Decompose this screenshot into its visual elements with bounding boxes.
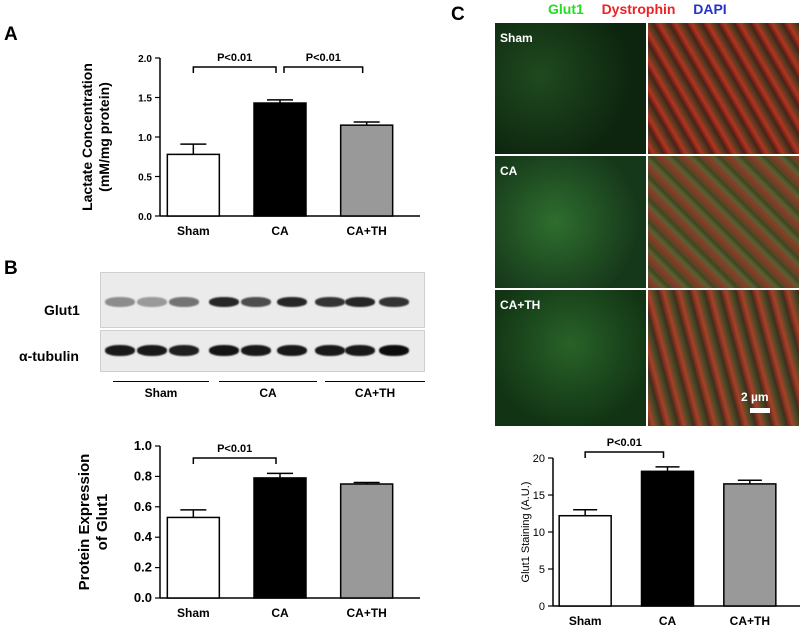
bar: [166, 516, 221, 599]
lane-group-label-sham: Sham: [144, 386, 178, 400]
y-tick-label: 0.0: [138, 212, 152, 223]
tubulin-band: [105, 345, 135, 356]
lane-group-line-ca: [219, 381, 317, 382]
glut1-band: [379, 297, 409, 307]
x-tick-label: CA: [271, 224, 289, 238]
x-tick-label: Sham: [177, 224, 210, 238]
x-tick-label: Sham: [177, 606, 210, 620]
x-tick-label: CA: [271, 606, 289, 620]
micrograph-row-label-sham: Sham: [500, 31, 533, 45]
x-tick-label: Sham: [569, 614, 602, 627]
western-blot: Glut1 α-tubulin Sham CA CA+TH: [0, 268, 440, 408]
bar: [253, 477, 307, 599]
micrograph-cath-glut1: [494, 289, 647, 427]
glut1-protein-bar-chart: 0.0 0.2 0.4 0.6 0.8 1.0 Protein Expression of G…: [76, 438, 420, 620]
lactate-bar-chart: 0.0 0.5 1.0 1.5 2.0 Lactate Concentration (mM/…: [79, 52, 420, 238]
lane-group-label-ca: CA: [259, 386, 277, 400]
y-tick-label: 0.0: [134, 590, 152, 605]
x-tick-label: CA+TH: [730, 614, 770, 627]
glut1-band: [169, 297, 199, 307]
bar: [339, 124, 394, 217]
y-axis-label: Glut1 Staining (A.U.): [520, 482, 532, 583]
significance-bracket: [192, 457, 277, 464]
glut1-band: [137, 297, 167, 307]
tubulin-band: [241, 345, 271, 356]
bar: [640, 470, 695, 607]
panel-letter-c: C: [451, 4, 465, 25]
lane-group-label-cath: CA+TH: [354, 386, 396, 400]
glut1-band: [315, 297, 345, 307]
significance-label: P<0.01: [306, 52, 341, 64]
tubulin-band: [315, 345, 345, 356]
micrograph-ca-merge: [647, 155, 800, 289]
micrograph-row-label-cath: CA+TH: [500, 298, 541, 312]
significance-bracket: [283, 66, 364, 73]
significance-bracket: [584, 451, 665, 458]
bar: [723, 483, 777, 607]
y-tick-label: 0.4: [134, 529, 153, 544]
y-tick-label: 5: [539, 564, 545, 576]
y-tick-label: 0.8: [134, 468, 152, 483]
lane-group-line-sham: [113, 381, 209, 382]
x-tick-label: CA: [659, 614, 677, 627]
micrograph-ca-glut1: [494, 155, 647, 289]
tubulin-band: [277, 345, 307, 356]
blot-label-glut1: Glut1: [44, 302, 80, 318]
significance-bracket: [192, 66, 277, 73]
bar: [339, 483, 394, 599]
bar: [253, 102, 307, 217]
glut1-band: [241, 297, 271, 307]
y-tick-label: 0.2: [134, 560, 152, 575]
micrograph-legend: Glut1 Dystrophin DAPI: [548, 1, 727, 19]
glut1-band: [209, 297, 239, 307]
y-tick-label: 1.5: [138, 94, 152, 105]
tubulin-band: [209, 345, 239, 356]
micrograph-sham-merge: [647, 22, 800, 155]
significance-label: P<0.01: [217, 443, 252, 455]
y-tick-label: 2.0: [138, 54, 152, 65]
blot-label-tubulin: α-tubulin: [19, 348, 79, 364]
bar: [166, 153, 221, 217]
scale-bar: [750, 408, 770, 413]
y-tick-label: 20: [533, 453, 545, 465]
micrograph-row-label-ca: CA: [500, 164, 518, 178]
glut1-band: [105, 297, 135, 307]
y-axis-label: of Glut1: [94, 494, 111, 551]
y-tick-label: 1.0: [134, 438, 152, 453]
y-tick-label: 10: [533, 527, 545, 539]
panel-letter-b: B: [4, 258, 18, 279]
tubulin-band: [137, 345, 167, 356]
y-axis-label: Lactate Concentration: [79, 63, 95, 211]
lane-group-line-cath: [325, 381, 425, 382]
glut1-staining-bar-chart: 0 5 10 15 20 Glut1 Staining (A.U.) Sham CA CA+TH…: [520, 437, 800, 627]
y-axis-label: Protein Expression: [76, 454, 93, 591]
blot-strip-glut1: [100, 272, 425, 328]
tubulin-band: [345, 345, 375, 356]
legend-dapi: DAPI: [693, 1, 727, 17]
scale-bar-label: 2 µm: [741, 390, 769, 404]
glut1-band: [277, 297, 307, 307]
legend-dystrophin: Dystrophin: [601, 1, 676, 17]
y-tick-label: 0.6: [134, 499, 152, 514]
y-tick-label: 15: [533, 490, 545, 502]
legend-glut1: Glut1: [548, 1, 584, 17]
x-tick-label: CA+TH: [346, 606, 386, 620]
y-tick-label: 1.0: [138, 133, 152, 144]
y-tick-label: 0.5: [138, 173, 152, 184]
y-tick-label: 0: [539, 601, 545, 613]
significance-label: P<0.01: [217, 52, 252, 64]
micrograph-cath-merge: [647, 289, 800, 427]
tubulin-band: [169, 345, 199, 356]
bar: [558, 514, 612, 607]
blot-strip-tubulin: [100, 330, 425, 372]
glut1-band: [345, 297, 375, 307]
y-axis-label: (mM/mg protein): [96, 82, 112, 192]
micrograph-sham-glut1: [494, 22, 647, 155]
significance-label: P<0.01: [607, 437, 642, 449]
micrograph-grid: Sham CA CA+TH 2 µm: [494, 22, 800, 427]
panel-letter-a: A: [4, 24, 18, 45]
tubulin-band: [379, 345, 409, 356]
x-tick-label: CA+TH: [346, 224, 386, 238]
